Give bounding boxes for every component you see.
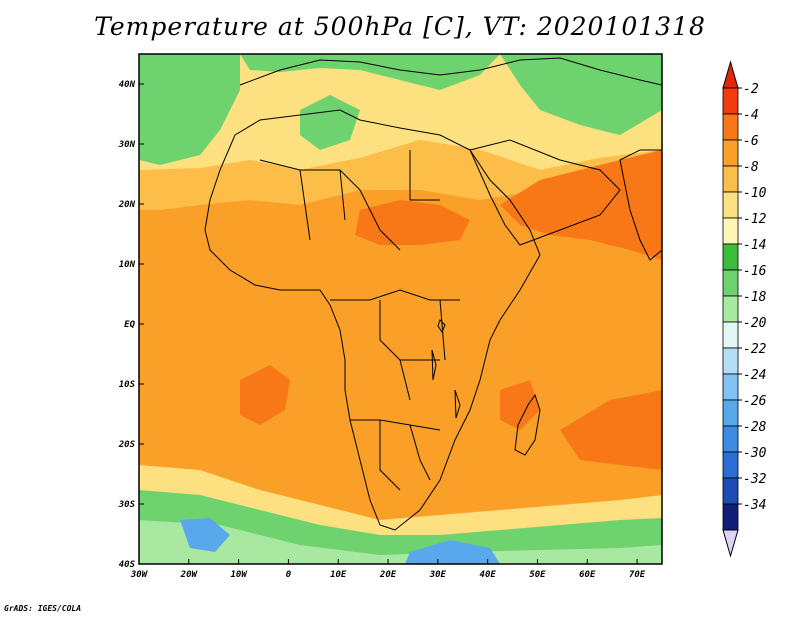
y-tick-label: 20N (118, 200, 136, 210)
x-tick-label: 10W (230, 570, 248, 580)
map-title: Temperature at 500hPa [C], VT: 202010131… (94, 12, 706, 41)
country-borders-south (350, 419, 441, 491)
x-tick-label: 70E (629, 570, 646, 580)
colorbar-label: -12 (743, 212, 767, 227)
colorbar: -2 -4 -6 -8 -10 -12 -14 -16 -18 -20 -22 -24 -26 -28 -3… (722, 60, 767, 558)
y-tick-label: 20S (118, 440, 136, 450)
colorbar-label: -26 (743, 394, 767, 409)
field-cold-southwest (180, 518, 230, 552)
temperature-field (139, 54, 662, 564)
colorbar-label: -34 (743, 498, 766, 513)
field-south-lightgreen (139, 520, 662, 564)
colorbar-swatch (722, 191, 739, 219)
x-tick-label: 10E (330, 570, 347, 580)
map-frame (138, 53, 663, 565)
colorbar-swatch (722, 399, 739, 427)
x-tick-label: 30W (130, 570, 149, 580)
colorbar-swatch (722, 113, 739, 141)
x-tick-label: 50E (529, 570, 546, 580)
field-sahara-band (139, 140, 662, 210)
y-tick-label: EQ (124, 320, 135, 330)
colorbar-swatch (722, 373, 739, 401)
colorbar-label: -32 (743, 472, 767, 487)
arabia-outline (469, 139, 621, 246)
longitude-axis: 30W 20W 10W 0 10E 20E 30E 40E 50E 60E 70E (130, 559, 646, 580)
colorbar-label: -14 (743, 238, 766, 253)
colorbar-swatch (722, 477, 739, 505)
colorbar-swatch (722, 425, 739, 453)
colorbar-swatch (722, 347, 739, 375)
country-outlines (204, 57, 662, 531)
field-hot-indian-ocean (500, 380, 540, 430)
madagascar-outline (514, 393, 541, 456)
colorbar-label: -18 (743, 290, 767, 305)
x-tick-label: 30E (429, 570, 447, 580)
field-green-central-north (300, 95, 360, 150)
colorbar-swatch (722, 87, 739, 115)
field-green-northeast (500, 54, 662, 135)
field-hot-indian-east (560, 390, 662, 470)
field-hot-arabia (500, 150, 662, 260)
colorbar-label: -8 (743, 160, 759, 175)
y-tick-label: 40S (119, 560, 136, 570)
field-cold-south (405, 540, 500, 564)
field-green-northwest (139, 54, 240, 165)
y-tick-label: 30S (118, 500, 136, 510)
colorbar-label: -22 (743, 342, 767, 357)
colorbar-label: -4 (743, 108, 759, 123)
colorbar-label: -2 (743, 82, 759, 97)
colorbar-swatch (722, 503, 739, 531)
y-tick-label: 30N (118, 140, 136, 150)
colorbar-swatch (722, 269, 739, 297)
x-tick-label: 60E (579, 570, 596, 580)
grads-credit: GrADS: IGES/COLA (4, 604, 82, 613)
colorbar-swatch (722, 321, 739, 349)
colorbar-swatch (722, 217, 739, 245)
colorbar-bottom-arrow (722, 529, 739, 558)
colorbar-label: -10 (743, 186, 767, 201)
field-hot-atlantic (240, 365, 290, 425)
colorbar-top-arrow (722, 60, 739, 89)
y-tick-label: 10S (119, 380, 136, 390)
colorbar-swatch (722, 165, 739, 193)
great-lakes (431, 319, 461, 419)
x-tick-label: 20E (379, 570, 397, 580)
country-borders-north (259, 150, 440, 251)
colorbar-swatch (722, 451, 739, 479)
colorbar-label: -28 (743, 420, 767, 435)
x-tick-label: 0 (286, 570, 292, 580)
x-tick-label: 40E (480, 570, 497, 580)
y-tick-label: 40N (119, 80, 136, 90)
country-borders-central (330, 289, 460, 401)
colorbar-swatch (722, 243, 739, 271)
colorbar-swatch (722, 295, 739, 323)
x-tick-label: 20W (180, 570, 199, 580)
colorbar-swatch (722, 139, 739, 167)
europe-coastline (239, 57, 662, 86)
y-tick-label: 10N (119, 260, 136, 270)
india-outline (619, 149, 662, 261)
africa-coastline (204, 109, 541, 531)
colorbar-label: -24 (743, 368, 766, 383)
colorbar-label: -30 (743, 446, 767, 461)
latitude-axis: 40N 30N 20N 10N EQ 10S 20S 30S 40S (118, 80, 144, 570)
colorbar-label: -16 (743, 264, 767, 279)
field-green-north-top (240, 54, 500, 90)
colorbar-label: -20 (743, 316, 767, 331)
colorbar-label: -6 (743, 134, 759, 149)
